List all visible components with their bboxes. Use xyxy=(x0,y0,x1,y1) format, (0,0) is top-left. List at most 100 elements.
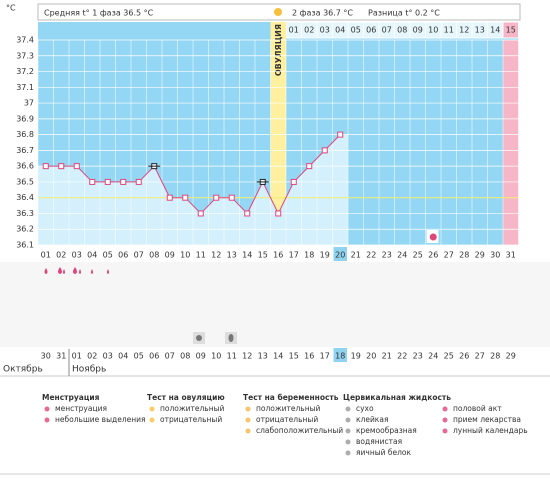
temperature-marker xyxy=(73,163,80,170)
temperature-marker xyxy=(228,194,235,201)
temperature-marker xyxy=(321,147,328,154)
creamy-icon xyxy=(196,335,202,341)
y-tick-label: 36.8 xyxy=(16,130,34,139)
y-tick-label: 36.4 xyxy=(16,193,34,202)
x-tick-label: 31 xyxy=(506,251,516,260)
legend-icon xyxy=(245,417,251,423)
phase2-day-label: 06 xyxy=(366,26,376,35)
legend-item: яичный белок xyxy=(356,448,412,457)
drop-icon xyxy=(63,269,65,274)
today-highlight xyxy=(333,348,347,362)
sun-icon xyxy=(274,8,282,16)
legend-title: Цервикальная жидкость xyxy=(343,393,451,402)
phase2-day-label: 04 xyxy=(335,26,345,35)
phase2-day-label: 10 xyxy=(428,26,438,35)
calendar-date: 28 xyxy=(490,352,500,361)
temperature-marker xyxy=(244,210,251,217)
icons-area xyxy=(0,262,550,347)
calendar-date: 05 xyxy=(134,352,144,361)
legend-item: клейкая xyxy=(356,415,388,424)
ovulation-band xyxy=(270,22,286,245)
x-tick-label: 15 xyxy=(258,251,268,260)
x-tick-label: 06 xyxy=(118,251,128,260)
phase2-day-label: 13 xyxy=(475,26,485,35)
calendar-date: 15 xyxy=(289,352,299,361)
legend-title: Менструация xyxy=(42,393,100,402)
y-tick-label: 36.1 xyxy=(16,241,34,250)
y-tick-label: 37.3 xyxy=(16,51,34,60)
phase2-day-cell xyxy=(502,21,519,39)
temperature-marker xyxy=(135,178,142,185)
drop-icon xyxy=(58,267,62,274)
calendar-date: 14 xyxy=(273,352,283,361)
temperature-marker xyxy=(42,163,49,170)
legend-icon xyxy=(345,417,351,423)
calendar-date: 09 xyxy=(196,352,206,361)
legend-item: положительный xyxy=(256,404,321,413)
x-tick-label: 22 xyxy=(366,251,376,260)
y-tick-label: 37 xyxy=(24,99,34,108)
calendar-date: 04 xyxy=(118,352,128,361)
legend-icon xyxy=(345,406,351,412)
legend-item: положительный xyxy=(160,404,225,413)
calendar-date: 24 xyxy=(428,352,438,361)
legend-icon xyxy=(245,406,251,412)
calendar-date: 17 xyxy=(320,352,330,361)
temperature-marker xyxy=(58,163,65,170)
x-tick-label: 07 xyxy=(134,251,144,260)
x-tick-label: 04 xyxy=(87,251,97,260)
y-tick-label: 36.6 xyxy=(16,162,34,171)
month-label: Октябрь xyxy=(3,365,43,375)
drop-icon xyxy=(107,269,109,274)
legend-icon xyxy=(442,428,448,434)
y-tick-label: 36.3 xyxy=(16,209,34,218)
phase2-day-label: 15 xyxy=(506,26,516,35)
x-tick-label: 21 xyxy=(351,251,361,260)
drop-icon xyxy=(91,269,93,274)
phase2-day-label: 07 xyxy=(382,26,392,35)
drop-icon xyxy=(73,267,77,274)
legend-item: отрицательный xyxy=(256,415,318,424)
legend-title: Тест на овуляцию xyxy=(147,393,225,402)
y-tick-label: 37.4 xyxy=(16,36,34,45)
calendar-date: 19 xyxy=(351,352,361,361)
legend-icon xyxy=(149,406,155,412)
x-tick-label: 03 xyxy=(72,251,82,260)
phase2-day-label: 12 xyxy=(459,26,469,35)
x-tick-label: 18 xyxy=(304,251,314,260)
unit-label: °C xyxy=(6,4,16,13)
x-tick-label: 30 xyxy=(490,251,500,260)
y-tick-label: 36.7 xyxy=(16,146,34,155)
y-tick-label: 36.9 xyxy=(16,114,34,123)
x-tick-label: 25 xyxy=(413,251,423,260)
legend-icon xyxy=(442,417,448,423)
temperature-marker xyxy=(337,131,344,138)
temperature-marker xyxy=(306,163,313,170)
phase2-day-label: 08 xyxy=(397,26,407,35)
legend-item: лунный календарь xyxy=(453,426,528,435)
legend-icon xyxy=(44,406,50,412)
moon-icon xyxy=(429,233,437,241)
x-tick-label: 29 xyxy=(475,251,485,260)
legend-icon xyxy=(345,439,351,445)
x-tick-label: 05 xyxy=(103,251,113,260)
y-tick-label: 37.1 xyxy=(16,83,34,92)
calendar-date: 22 xyxy=(397,352,407,361)
x-tick-label: 27 xyxy=(444,251,454,260)
legend-icon xyxy=(345,428,351,434)
legend-item: кремообразная xyxy=(356,426,417,435)
x-tick-label: 17 xyxy=(289,251,299,260)
calendar-date: 30 xyxy=(41,352,51,361)
legend-item: половой акт xyxy=(453,404,502,413)
x-tick-label: 01 xyxy=(41,251,51,260)
calendar-date: 20 xyxy=(366,352,376,361)
y-tick-label: 37.2 xyxy=(16,67,34,76)
temperature-marker xyxy=(166,194,173,201)
legend-icon xyxy=(442,406,448,412)
calendar-date: 29 xyxy=(506,352,516,361)
drop-icon xyxy=(79,269,81,274)
phase2-day-label: 14 xyxy=(490,26,500,35)
x-tick-label: 11 xyxy=(196,251,206,260)
drop-icon xyxy=(44,268,48,274)
x-tick-label: 20 xyxy=(335,251,345,260)
